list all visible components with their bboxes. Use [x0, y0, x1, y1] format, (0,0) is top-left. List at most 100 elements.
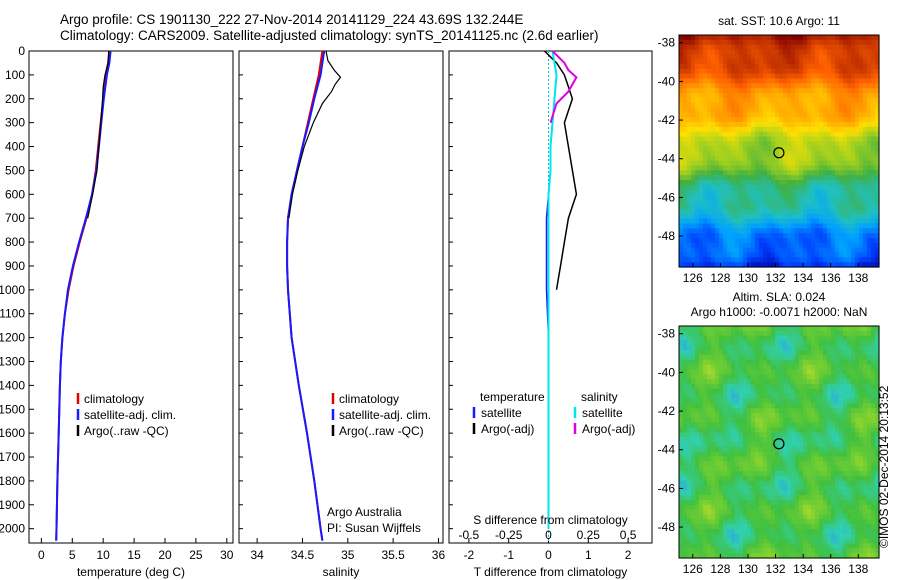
map-cell	[871, 262, 876, 268]
map-cell	[843, 117, 848, 123]
map-cell	[843, 485, 848, 491]
map-cell	[687, 422, 692, 429]
map-cell	[755, 480, 760, 487]
map-cell	[831, 44, 836, 51]
map-cell	[803, 466, 808, 472]
map-cell	[735, 437, 740, 443]
map-cell	[803, 437, 808, 443]
map-cell	[807, 112, 812, 118]
map-cell	[703, 543, 708, 549]
map-cell	[779, 107, 784, 113]
map-cell	[867, 112, 872, 118]
map-cell	[819, 136, 824, 142]
map-cell	[863, 146, 868, 152]
map-cell	[859, 417, 864, 424]
map-cell	[791, 359, 796, 366]
map-cell	[799, 403, 804, 409]
map-cell	[707, 35, 712, 41]
map-cell	[679, 126, 684, 133]
map-cell	[747, 330, 752, 337]
map-cell	[703, 533, 708, 540]
map-cell	[835, 330, 840, 337]
map-cell	[863, 97, 868, 104]
map-cell	[775, 446, 780, 453]
map-cell	[687, 141, 692, 147]
map-cell	[775, 122, 780, 128]
map-cell	[831, 330, 836, 337]
map-cell	[771, 379, 776, 385]
map-cell	[719, 374, 724, 380]
map-cell	[843, 97, 848, 104]
map-cell	[715, 54, 720, 60]
map-cell	[823, 461, 828, 467]
map-cell	[699, 102, 704, 109]
map-cell	[783, 136, 788, 142]
map-cell	[835, 93, 840, 99]
map-cell	[703, 83, 708, 89]
map-cell	[759, 437, 764, 443]
map-cell	[847, 228, 852, 234]
map-cell	[807, 475, 812, 482]
map-cell	[835, 480, 840, 487]
map-cell	[707, 122, 712, 128]
map-cell	[875, 485, 880, 491]
map-cell	[795, 155, 800, 162]
map-cell	[839, 384, 844, 390]
map-cell	[703, 218, 708, 225]
map-cell	[859, 252, 864, 258]
map-cell	[791, 194, 796, 200]
map-cell	[811, 369, 816, 375]
map-cell	[807, 364, 812, 371]
map-cell	[687, 209, 692, 215]
map-cell	[723, 437, 728, 443]
map-cell	[871, 131, 876, 138]
map-cell	[803, 495, 808, 501]
map-cell	[807, 170, 812, 176]
map-cell	[787, 495, 792, 501]
map-cell	[711, 93, 716, 99]
map-cell	[867, 204, 872, 210]
map-cell	[715, 146, 720, 152]
map-cell	[683, 155, 688, 162]
map-cell	[839, 335, 844, 342]
map-cell	[827, 44, 832, 51]
map-cell	[823, 514, 828, 520]
map-cell	[723, 369, 728, 375]
x-tick-label: 0	[545, 548, 552, 562]
map-cell	[755, 136, 760, 142]
map-cell	[771, 456, 776, 462]
map-cell	[855, 326, 860, 332]
map-cell	[795, 88, 800, 94]
map-cell	[707, 490, 712, 496]
map-cell	[819, 189, 824, 196]
map-cell	[795, 223, 800, 229]
map-cell	[775, 146, 780, 152]
map-cell	[779, 102, 784, 109]
map-cell	[719, 471, 724, 477]
map-cell	[779, 257, 784, 263]
map-cell	[779, 538, 784, 545]
map-cell	[731, 83, 736, 89]
map-cell	[739, 519, 744, 525]
map-cell	[831, 189, 836, 196]
map-cell	[679, 384, 684, 390]
map-cell	[791, 233, 796, 239]
map-cell	[759, 388, 764, 395]
map-cell	[839, 102, 844, 109]
map-cell	[755, 529, 760, 535]
map-cell	[859, 374, 864, 380]
map-cell	[815, 413, 820, 419]
map-cell	[699, 223, 704, 229]
map-cell	[687, 242, 692, 249]
map-cell	[775, 107, 780, 113]
map-cell	[699, 480, 704, 487]
map-cell	[683, 340, 688, 346]
map-cell	[723, 122, 728, 128]
map-cell	[679, 107, 684, 113]
map-cell	[783, 252, 788, 258]
map-cell	[875, 326, 880, 332]
map-cell	[707, 184, 712, 191]
map-cell	[719, 252, 724, 258]
map-cell	[723, 335, 728, 342]
map-cell	[767, 228, 772, 234]
